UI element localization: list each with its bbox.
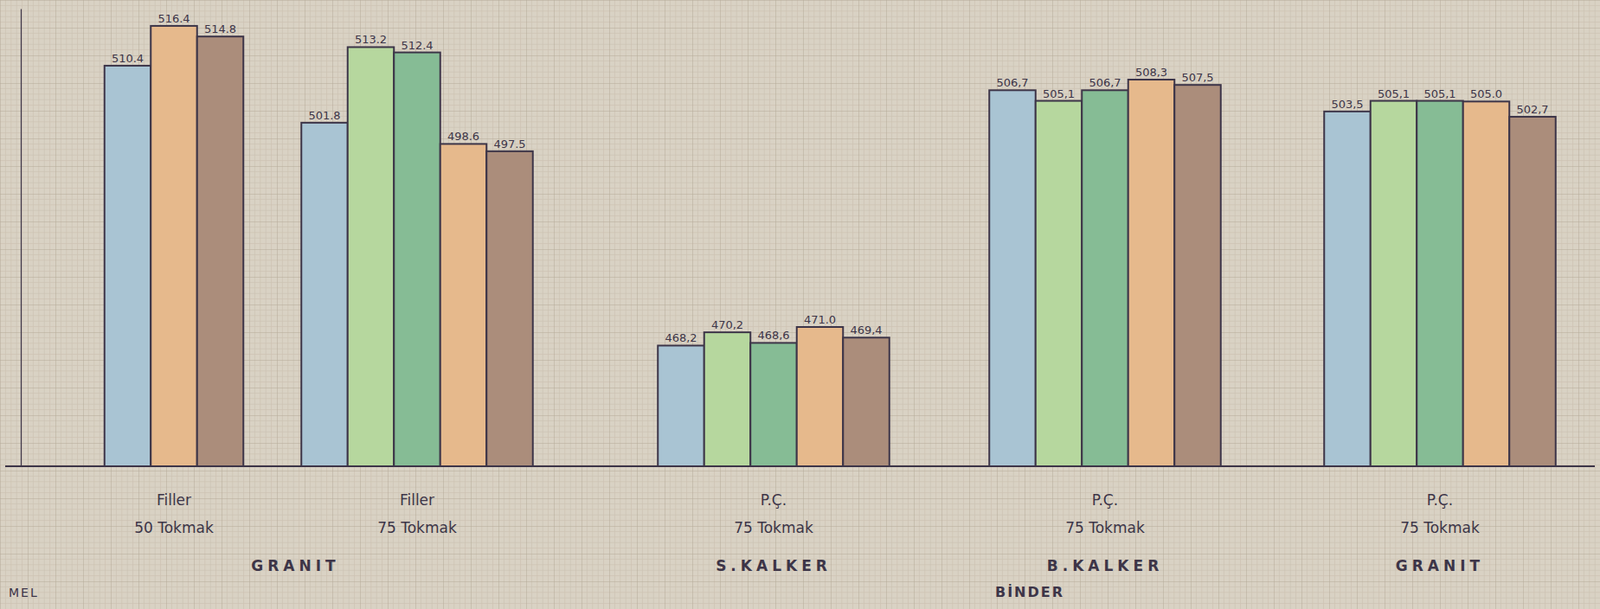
bar bbox=[842, 337, 890, 467]
data-label: 505,1 bbox=[1042, 87, 1075, 101]
group-labels: GRANIT S.KALKER B.KALKER GRANIT bbox=[250, 557, 1485, 575]
chart: 510.4 516.4 514.8 501.8 513.2 512.4 498.6 497.5… bbox=[0, 0, 1600, 609]
x-tick-label: Filler75 Tokmak bbox=[377, 491, 457, 537]
bar bbox=[1174, 84, 1221, 467]
data-label: 469,4 bbox=[849, 323, 882, 337]
data-label: 506,7 bbox=[1088, 76, 1121, 90]
group-label: B.KALKER bbox=[1047, 557, 1164, 575]
x-tick-label: P.Ç.75 Tokmak bbox=[1065, 491, 1145, 537]
bar bbox=[704, 332, 752, 467]
bar bbox=[796, 327, 844, 467]
data-label: 497.5 bbox=[493, 137, 526, 151]
x-tick-label: P.Ç.75 Tokmak bbox=[733, 491, 814, 537]
bars bbox=[104, 25, 1556, 467]
x-tick-labels: Filler50 Tokmak Filler75 Tokmak P.Ç.75 Tok… bbox=[134, 491, 1480, 537]
bar bbox=[1035, 101, 1083, 467]
annotation: BİNDER bbox=[995, 584, 1065, 601]
bar bbox=[1416, 101, 1464, 467]
graph-paper bbox=[0, 0, 1600, 609]
bar bbox=[347, 46, 395, 467]
bar bbox=[440, 143, 488, 467]
data-label: 501.8 bbox=[308, 109, 341, 123]
data-label: 510.4 bbox=[111, 51, 144, 65]
group-label: GRANIT bbox=[250, 557, 340, 575]
group-label: S.KALKER bbox=[715, 557, 832, 575]
bar bbox=[197, 36, 245, 467]
data-label: 514.8 bbox=[204, 22, 237, 36]
data-label: 507,5 bbox=[1181, 70, 1214, 84]
bar bbox=[150, 25, 198, 467]
y-axis bbox=[20, 9, 22, 468]
data-label: 471.0 bbox=[803, 313, 836, 327]
data-label: 508,3 bbox=[1135, 65, 1168, 79]
annotation: MEL bbox=[8, 585, 39, 600]
bar bbox=[1128, 79, 1176, 467]
data-label: 498.6 bbox=[447, 129, 480, 143]
y-axis-line bbox=[20, 9, 22, 468]
data-label: 503,5 bbox=[1330, 97, 1363, 111]
bar bbox=[657, 345, 705, 467]
data-label: 502,7 bbox=[1516, 102, 1549, 116]
bar bbox=[1463, 101, 1511, 467]
data-label: 470,2 bbox=[711, 318, 744, 332]
data-label: 505.0 bbox=[1470, 87, 1503, 101]
bar bbox=[104, 65, 152, 467]
data-label: 468,6 bbox=[757, 328, 790, 342]
bar bbox=[1370, 101, 1418, 467]
x-tick-label: Filler50 Tokmak bbox=[134, 491, 214, 537]
data-label: 512.4 bbox=[400, 38, 433, 52]
data-label: 513.2 bbox=[354, 32, 387, 46]
bar bbox=[393, 52, 441, 467]
bar bbox=[301, 122, 348, 467]
group-label: GRANIT bbox=[1395, 557, 1485, 575]
bar bbox=[1081, 89, 1129, 467]
bar bbox=[750, 342, 797, 467]
bar bbox=[989, 89, 1036, 467]
x-tick-label: P.Ç.75 Tokmak bbox=[1400, 491, 1480, 537]
data-labels: 510.4 516.4 514.8 501.8 513.2 512.4 498.6 497.5… bbox=[111, 12, 1549, 346]
bar bbox=[486, 151, 534, 467]
data-label: 516.4 bbox=[157, 12, 190, 26]
data-label: 505,1 bbox=[1377, 87, 1410, 101]
bar bbox=[1323, 111, 1371, 467]
data-label: 506,7 bbox=[995, 76, 1029, 90]
data-label: 468,2 bbox=[664, 331, 697, 345]
data-label: 505,1 bbox=[1423, 87, 1456, 101]
bar bbox=[1509, 116, 1556, 467]
